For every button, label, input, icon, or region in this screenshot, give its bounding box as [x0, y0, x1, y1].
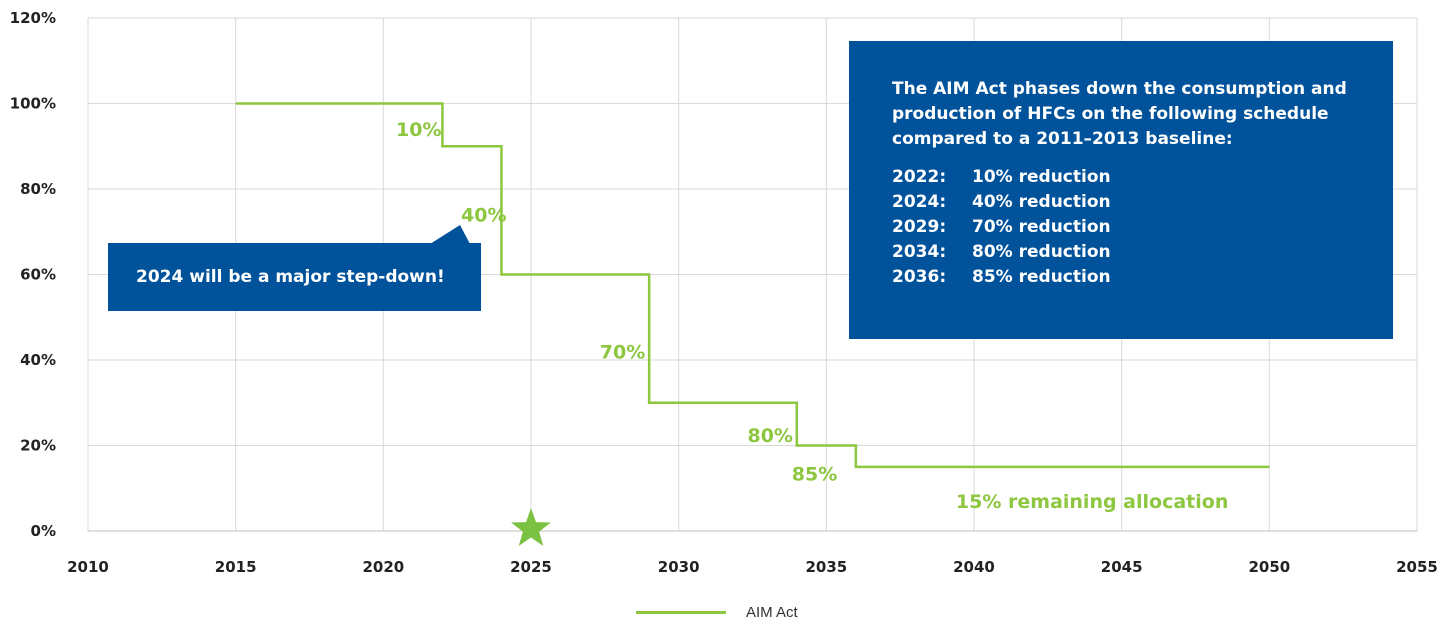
schedule-year: 2029:	[892, 217, 947, 237]
schedule-row: 2036: 85% reduction	[892, 265, 1373, 290]
legend: AIM Act	[636, 603, 798, 621]
remaining-allocation-label: 15% remaining allocation	[956, 491, 1228, 513]
x-tick-label: 2045	[1101, 558, 1143, 576]
step-label: 10%	[396, 119, 441, 141]
legend-label: AIM Act	[746, 603, 798, 621]
x-tick-label: 2010	[67, 558, 109, 576]
step-label: 40%	[461, 205, 506, 227]
x-tick-label: 2035	[805, 558, 847, 576]
schedule-text: 10% reduction	[972, 167, 1111, 187]
callout-text: 2024 will be a major step-down!	[136, 267, 445, 287]
step-label: 85%	[792, 463, 837, 485]
series-layer	[235, 102, 1270, 546]
schedule-text: 80% reduction	[972, 242, 1111, 262]
schedule-year: 2024:	[892, 192, 947, 212]
x-tick-label: 2050	[1248, 558, 1290, 576]
schedule-row: 2022: 10% reduction	[892, 165, 1373, 190]
x-tick-label: 2015	[215, 558, 257, 576]
schedule-info-box: The AIM Act phases down the consumption …	[849, 41, 1393, 339]
y-tick-label: 120%	[10, 9, 56, 27]
schedule-year: 2034:	[892, 242, 947, 262]
y-tick-label: 100%	[10, 95, 56, 113]
legend-swatch	[636, 610, 726, 614]
x-axis-ticks: 2010 2015 2020 2025 2030 2035 2040 2045 2050 2055	[67, 558, 1438, 576]
step-labels: 10% 40% 70% 80%85% 15% remaining allocation	[396, 119, 1228, 513]
schedule-year: 2036:	[892, 267, 947, 287]
schedule-text: 40% reduction	[972, 192, 1111, 212]
schedule-text: 85% reduction	[972, 267, 1111, 287]
info-intro: The AIM Act phases down the consumption …	[892, 79, 1347, 149]
x-tick-label: 2055	[1396, 558, 1438, 576]
y-tick-label: 40%	[20, 351, 56, 369]
y-tick-label: 0%	[31, 522, 56, 540]
schedule-text: 70% reduction	[972, 217, 1111, 237]
x-tick-label: 2040	[953, 558, 995, 576]
x-tick-label: 2030	[658, 558, 700, 576]
x-tick-label: 2025	[510, 558, 552, 576]
callout-pointer	[430, 225, 470, 244]
y-axis-ticks: 0% 20% 40% 60% 80% 100% 120%	[10, 9, 56, 540]
schedule-row: 2034: 80% reduction	[892, 240, 1373, 265]
schedule-row: 2029: 70% reduction	[892, 215, 1373, 240]
y-tick-label: 60%	[20, 266, 56, 284]
y-tick-label: 80%	[20, 180, 56, 198]
step-label: 80%	[747, 425, 792, 447]
x-tick-label: 2020	[362, 558, 404, 576]
step-label: 70%	[600, 341, 645, 363]
schedule-year: 2022:	[892, 167, 947, 187]
star-icon	[511, 508, 551, 546]
aim-act-step-line	[235, 102, 1270, 469]
schedule-row: 2024: 40% reduction	[892, 190, 1373, 215]
y-tick-label: 20%	[20, 437, 56, 455]
callout-box: 2024 will be a major step-down!	[108, 243, 481, 311]
